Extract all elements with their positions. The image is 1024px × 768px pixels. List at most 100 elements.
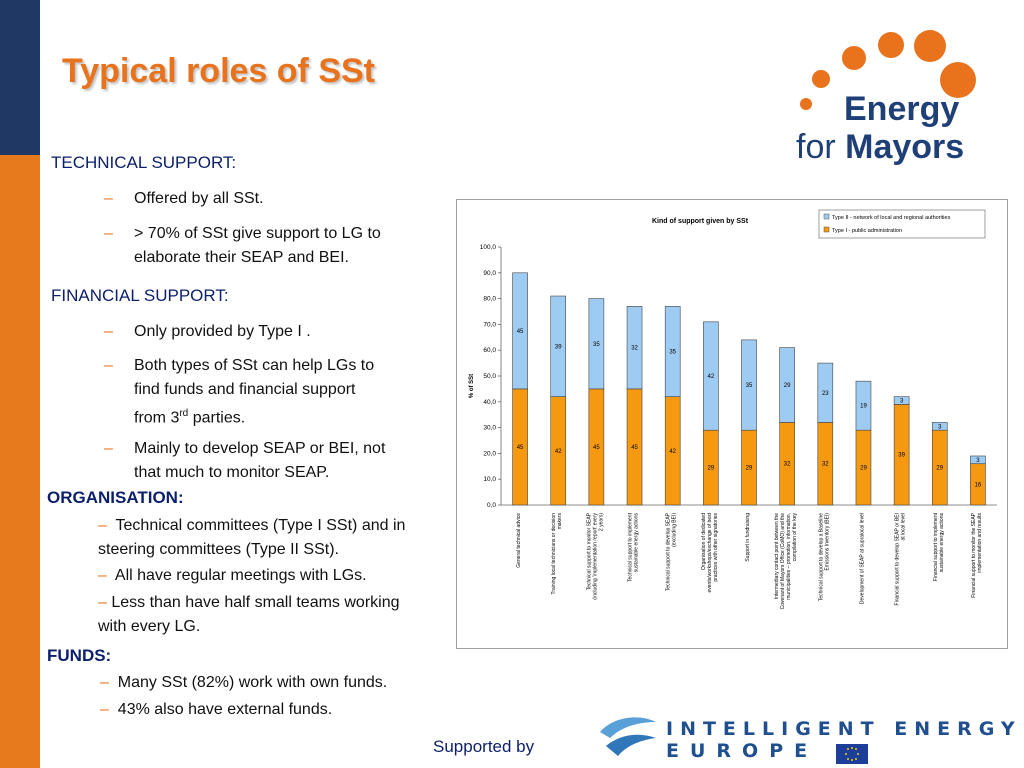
category-label: Support in fundraising bbox=[745, 513, 751, 562]
bullet-funds-1: – Many SSt (82%) work with own funds. bbox=[100, 671, 387, 695]
y-tick-label: 40,0 bbox=[483, 399, 496, 406]
data-label-type2: 35 bbox=[669, 349, 676, 355]
eu-flag-icon bbox=[836, 744, 868, 764]
logo-dot bbox=[800, 98, 812, 110]
category-label: at local level bbox=[901, 513, 907, 541]
data-label-type1: 45 bbox=[631, 445, 638, 451]
chart-svg: Kind of support given by SSt Type II - ne… bbox=[469, 209, 997, 610]
sidebar-orange-band bbox=[0, 155, 40, 768]
category-label: Financial support to monitor the SEAP bbox=[971, 512, 977, 597]
category-label: Covenant of Mayors Office (CoMO) and the bbox=[780, 513, 786, 610]
chart-title: Kind of support given by SSt bbox=[652, 218, 749, 225]
energy-for-mayors-logo: Energy for Mayors bbox=[790, 28, 990, 168]
logo-dot bbox=[878, 32, 904, 58]
iee-swoosh-icon bbox=[600, 717, 656, 756]
bullet-text: Both types of SSt can help LGs to bbox=[134, 357, 375, 374]
bullet-dash: – bbox=[98, 517, 107, 534]
logo-line2-bold: Mayors bbox=[845, 128, 965, 166]
bullet-text: All have regular meetings with LGs. bbox=[114, 567, 367, 584]
data-label-type1: 29 bbox=[936, 466, 943, 472]
bar-type2 bbox=[741, 339, 757, 431]
data-label-type1: 39 bbox=[898, 453, 905, 459]
data-label-type1: 32 bbox=[822, 462, 829, 468]
category-label: Technical support to monitor SEAP bbox=[586, 512, 592, 590]
bar-type2 bbox=[817, 362, 834, 423]
y-tick-label: 10,0 bbox=[483, 476, 496, 483]
intelligent-energy-europe-logo: INTELLIGENT ENERGY EUROPE bbox=[596, 712, 1024, 768]
logo-line2: for Mayors bbox=[796, 128, 964, 166]
bullet-text: Mainly to develop SEAP or BEI, not bbox=[134, 440, 386, 457]
bar-type2 bbox=[664, 306, 681, 397]
data-label-type2: 35 bbox=[746, 383, 753, 389]
bullet-financial-1: – Only provided by Type I . bbox=[104, 320, 311, 344]
bar-type2 bbox=[893, 396, 910, 405]
data-label-type2: 3 bbox=[976, 458, 980, 464]
category-label: Financial support to develop SEAP or BEI bbox=[895, 513, 901, 605]
financial-support-heading: FINANCIAL SUPPORT: bbox=[51, 286, 229, 305]
bullet-dash: – bbox=[100, 674, 109, 691]
data-label-type2: 19 bbox=[860, 404, 867, 410]
category-label: Training local technicians or decision bbox=[551, 513, 557, 595]
bullet-financial-2: – Both types of SSt can help LGs to find … bbox=[104, 354, 375, 430]
y-tick-label: 60,0 bbox=[483, 347, 496, 354]
bullet-technical-1: – Offered by all SSt. bbox=[104, 187, 264, 211]
organisation-heading: ORGANISATION: bbox=[47, 488, 184, 507]
logo-dot bbox=[812, 70, 830, 88]
logo-line2-prefix: for bbox=[796, 128, 846, 166]
bullet-text: with every LG. bbox=[98, 618, 201, 635]
y-tick-label: 50,0 bbox=[483, 373, 496, 380]
data-label-type2: 3 bbox=[900, 399, 904, 405]
category-label: Technical support to develop a Baseline bbox=[818, 513, 824, 601]
category-label: municipalities – promotion, information, bbox=[786, 513, 792, 600]
bullet-text: Many SSt (82%) work with own funds. bbox=[117, 674, 388, 691]
technical-support-heading: TECHNICAL SUPPORT: bbox=[51, 153, 237, 172]
data-label-type2: 42 bbox=[708, 374, 715, 380]
iee-line1: INTELLIGENT ENERGY bbox=[666, 718, 1022, 740]
bullet-text: > 70% of SSt give support to LG to bbox=[134, 225, 381, 242]
legend-swatch-type2 bbox=[823, 213, 830, 220]
bullet-funds-2: – 43% also have external funds. bbox=[100, 698, 332, 722]
category-label: Technical support to implement bbox=[628, 512, 634, 582]
category-label: (including 'implementation report' every bbox=[592, 513, 598, 600]
data-label-type2: 23 bbox=[822, 391, 829, 397]
slide-title: Typical roles of SSt bbox=[62, 52, 376, 90]
category-label: Organisation of dedicated bbox=[701, 513, 707, 570]
y-tick-label: 20,0 bbox=[483, 450, 496, 457]
support-chart: Kind of support given by SSt Type II - ne… bbox=[456, 199, 1008, 649]
bullet-dash: – bbox=[104, 323, 113, 340]
logo-dot bbox=[914, 30, 946, 62]
data-label-type1: 45 bbox=[517, 445, 524, 451]
funds-heading: FUNDS: bbox=[47, 646, 112, 665]
bullet-dash: – bbox=[98, 567, 107, 584]
logo-dot bbox=[940, 62, 976, 98]
bullet-text: elaborate their SEAP and BEI. bbox=[134, 249, 349, 266]
bullet-organisation-3: – Less than have half small teams workin… bbox=[98, 591, 400, 639]
bar-type2 bbox=[550, 295, 567, 397]
bullet-text: Less than have half small teams working bbox=[111, 594, 400, 611]
category-label: makers bbox=[557, 513, 563, 530]
supported-by-label: Supported by bbox=[433, 737, 535, 756]
logo-dot bbox=[842, 46, 866, 70]
y-axis-label: % of SSt bbox=[469, 374, 475, 398]
bullet-text: steering committees (Type II SSt). bbox=[98, 541, 339, 558]
bullet-text: 43% also have external funds. bbox=[117, 701, 333, 718]
category-label: General technical advice bbox=[516, 513, 522, 568]
bar-type2 bbox=[703, 321, 719, 431]
y-tick-label: 0,0 bbox=[487, 502, 496, 509]
category-label: sustainable energy actions bbox=[939, 513, 945, 573]
category-label: Financial support to implement bbox=[933, 512, 939, 581]
data-label-type1: 42 bbox=[669, 449, 676, 455]
bar-type2 bbox=[512, 272, 528, 390]
data-label-type1: 16 bbox=[975, 482, 982, 488]
legend-label-type1: Type I - public administration bbox=[832, 228, 902, 234]
eu-stars bbox=[845, 747, 859, 761]
superscript-rd: rd bbox=[179, 408, 189, 419]
bullet-dash: – bbox=[100, 701, 109, 718]
category-label: compilation of the key bbox=[792, 513, 798, 562]
category-label: Development of SEAP at supralocal level bbox=[859, 513, 865, 604]
bullet-dash: – bbox=[98, 594, 107, 611]
bullet-dash: – bbox=[104, 357, 113, 374]
bullet-technical-2: – > 70% of SSt give support to LG to elab… bbox=[104, 222, 381, 270]
category-label: 2 years) bbox=[598, 513, 604, 531]
legend-label-type2: Type II - network of local and regional … bbox=[832, 215, 951, 221]
